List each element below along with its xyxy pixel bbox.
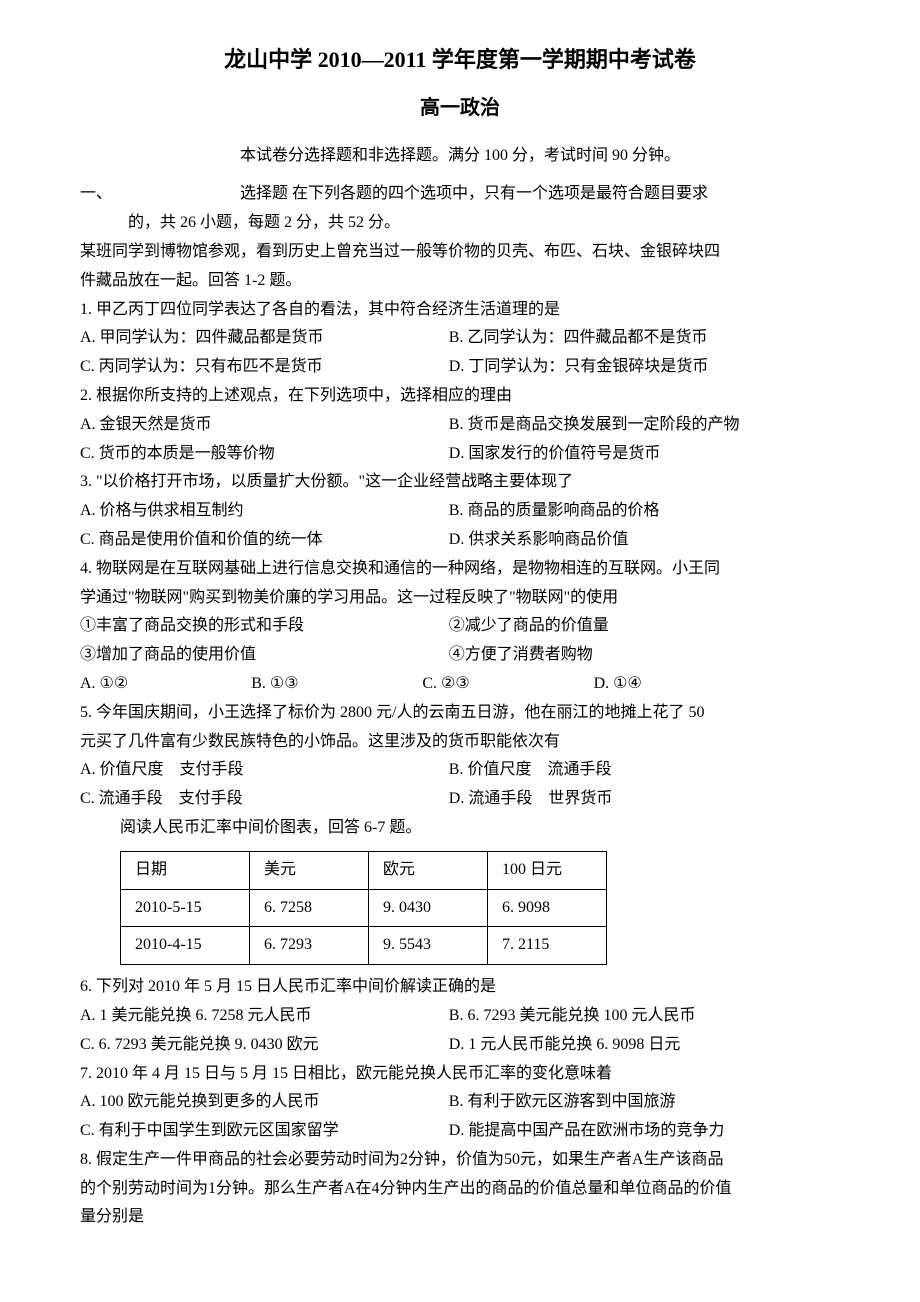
table-cell: 9. 5543 [369, 927, 488, 965]
question-4-stem-1: 4. 物联网是在互联网基础上进行信息交换和通信的一种网络，是物物相连的互联网。小… [80, 555, 840, 584]
table-intro: 阅读人民币汇率中间价图表，回答 6-7 题。 [80, 814, 840, 843]
question-2-options-row-2: C. 货币的本质是一般等价物 D. 国家发行的价值符号是货币 [80, 440, 840, 469]
q5-option-d: D. 流通手段 世界货币 [449, 785, 814, 814]
q4-option-c: C. ②③ [422, 670, 589, 699]
passage-1-line-2: 件藏品放在一起。回答 1-2 题。 [80, 267, 840, 296]
exchange-rate-table: 日期 美元 欧元 100 日元 2010-5-15 6. 7258 9. 043… [120, 851, 607, 965]
question-2-stem: 2. 根据你所支持的上述观点，在下列选项中，选择相应的理由 [80, 382, 840, 411]
q1-option-b: B. 乙同学认为：四件藏品都不是货币 [449, 324, 814, 353]
q7-option-c: C. 有利于中国学生到欧元区国家留学 [80, 1117, 445, 1146]
table-cell: 2010-5-15 [121, 889, 250, 927]
page-title: 龙山中学 2010—2011 学年度第一学期期中考试卷 [80, 40, 840, 80]
section-1-text-cont: 的，共 26 小题，每题 2 分，共 52 分。 [80, 209, 840, 238]
question-2-options-row-1: A. 金银天然是货币 B. 货币是商品交换发展到一定阶段的产物 [80, 411, 840, 440]
question-4-options: A. ①② B. ①③ C. ②③ D. ①④ [80, 670, 840, 699]
section-1-text: 选择题 在下列各题的四个选项中，只有一个选项是最符合题目要求 [240, 185, 708, 202]
question-5-stem-1: 5. 今年国庆期间，小王选择了标价为 2800 元/人的云南五日游，他在丽江的地… [80, 699, 840, 728]
question-8-stem-1: 8. 假定生产一件甲商品的社会必要劳动时间为2分钟，价值为50元，如果生产者A生… [80, 1146, 840, 1175]
question-1-options-row-1: A. 甲同学认为：四件藏品都是货币 B. 乙同学认为：四件藏品都不是货币 [80, 324, 840, 353]
q2-option-b: B. 货币是商品交换发展到一定阶段的产物 [449, 411, 814, 440]
question-7-stem: 7. 2010 年 4 月 15 日与 5 月 15 日相比，欧元能兑换人民币汇… [80, 1060, 840, 1089]
table-header-usd: 美元 [250, 851, 369, 889]
q5-option-b: B. 价值尺度 流通手段 [449, 756, 814, 785]
q1-option-c: C. 丙同学认为：只有布匹不是货币 [80, 353, 445, 382]
q6-option-b: B. 6. 7293 美元能兑换 100 元人民币 [449, 1002, 814, 1031]
question-8-stem-2: 的个别劳动时间为1分钟。那么生产者A在4分钟内生产出的商品的价值总量和单位商品的… [80, 1175, 840, 1204]
section-1-header: 一、 选择题 在下列各题的四个选项中，只有一个选项是最符合题目要求 [80, 180, 840, 209]
q7-option-d: D. 能提高中国产品在欧洲市场的竞争力 [449, 1117, 814, 1146]
table-header-eur: 欧元 [369, 851, 488, 889]
question-6-options-row-1: A. 1 美元能兑换 6. 7258 元人民币 B. 6. 7293 美元能兑换… [80, 1002, 840, 1031]
exam-instruction: 本试卷分选择题和非选择题。满分 100 分，考试时间 90 分钟。 [80, 142, 840, 171]
q3-option-d: D. 供求关系影响商品价值 [449, 526, 814, 555]
q6-option-c: C. 6. 7293 美元能兑换 9. 0430 欧元 [80, 1031, 445, 1060]
q4-item-3: ③增加了商品的使用价值 [80, 641, 445, 670]
q4-option-a: A. ①② [80, 670, 247, 699]
question-3-stem: 3. "以价格打开市场，以质量扩大份额。"这一企业经营战略主要体现了 [80, 468, 840, 497]
q3-option-c: C. 商品是使用价值和价值的统一体 [80, 526, 445, 555]
question-8-stem-3: 量分别是 [80, 1203, 840, 1232]
q3-option-b: B. 商品的质量影响商品的价格 [449, 497, 814, 526]
q7-option-a: A. 100 欧元能兑换到更多的人民币 [80, 1088, 445, 1117]
table-cell: 9. 0430 [369, 889, 488, 927]
exchange-rate-table-wrap: 日期 美元 欧元 100 日元 2010-5-15 6. 7258 9. 043… [80, 851, 840, 965]
question-7-options-row-1: A. 100 欧元能兑换到更多的人民币 B. 有利于欧元区游客到中国旅游 [80, 1088, 840, 1117]
question-5-options-row-2: C. 流通手段 支付手段 D. 流通手段 世界货币 [80, 785, 840, 814]
question-1-stem: 1. 甲乙丙丁四位同学表达了各自的看法，其中符合经济生活道理的是 [80, 296, 840, 325]
q4-option-b: B. ①③ [251, 670, 418, 699]
q2-option-c: C. 货币的本质是一般等价物 [80, 440, 445, 469]
table-cell: 6. 9098 [488, 889, 607, 927]
table-header-date: 日期 [121, 851, 250, 889]
q2-option-a: A. 金银天然是货币 [80, 411, 445, 440]
question-5-options-row-1: A. 价值尺度 支付手段 B. 价值尺度 流通手段 [80, 756, 840, 785]
question-6-stem: 6. 下列对 2010 年 5 月 15 日人民币汇率中间价解读正确的是 [80, 973, 840, 1002]
question-3-options-row-2: C. 商品是使用价值和价值的统一体 D. 供求关系影响商品价值 [80, 526, 840, 555]
q6-option-d: D. 1 元人民币能兑换 6. 9098 日元 [449, 1031, 814, 1060]
question-7-options-row-2: C. 有利于中国学生到欧元区国家留学 D. 能提高中国产品在欧洲市场的竞争力 [80, 1117, 840, 1146]
table-cell: 2010-4-15 [121, 927, 250, 965]
q5-option-a: A. 价值尺度 支付手段 [80, 756, 445, 785]
question-4-items-row-2: ③增加了商品的使用价值 ④方便了消费者购物 [80, 641, 840, 670]
q4-item-1: ①丰富了商品交换的形式和手段 [80, 612, 445, 641]
question-5-stem-2: 元买了几件富有少数民族特色的小饰品。这里涉及的货币职能依次有 [80, 728, 840, 757]
question-4-items-row-1: ①丰富了商品交换的形式和手段 ②减少了商品的价值量 [80, 612, 840, 641]
table-row: 2010-4-15 6. 7293 9. 5543 7. 2115 [121, 927, 607, 965]
q1-option-d: D. 丁同学认为：只有金银碎块是货币 [449, 353, 814, 382]
table-header-jpy: 100 日元 [488, 851, 607, 889]
q4-item-2: ②减少了商品的价值量 [449, 612, 814, 641]
table-cell: 6. 7258 [250, 889, 369, 927]
q3-option-a: A. 价格与供求相互制约 [80, 497, 445, 526]
q7-option-b: B. 有利于欧元区游客到中国旅游 [449, 1088, 814, 1117]
q4-option-d: D. ①④ [594, 670, 761, 699]
section-1-label: 一、 [80, 185, 112, 202]
q4-item-4: ④方便了消费者购物 [449, 641, 814, 670]
passage-1-line-1: 某班同学到博物馆参观，看到历史上曾充当过一般等价物的贝壳、布匹、石块、金银碎块四 [80, 238, 840, 267]
question-4-stem-2: 学通过"物联网"购买到物美价廉的学习用品。这一过程反映了"物联网"的使用 [80, 584, 840, 613]
table-cell: 7. 2115 [488, 927, 607, 965]
q1-option-a: A. 甲同学认为：四件藏品都是货币 [80, 324, 445, 353]
table-cell: 6. 7293 [250, 927, 369, 965]
q2-option-d: D. 国家发行的价值符号是货币 [449, 440, 814, 469]
table-header-row: 日期 美元 欧元 100 日元 [121, 851, 607, 889]
question-3-options-row-1: A. 价格与供求相互制约 B. 商品的质量影响商品的价格 [80, 497, 840, 526]
page-subtitle: 高一政治 [80, 90, 840, 126]
question-1-options-row-2: C. 丙同学认为：只有布匹不是货币 D. 丁同学认为：只有金银碎块是货币 [80, 353, 840, 382]
question-6-options-row-2: C. 6. 7293 美元能兑换 9. 0430 欧元 D. 1 元人民币能兑换… [80, 1031, 840, 1060]
q6-option-a: A. 1 美元能兑换 6. 7258 元人民币 [80, 1002, 445, 1031]
q5-option-c: C. 流通手段 支付手段 [80, 785, 445, 814]
table-row: 2010-5-15 6. 7258 9. 0430 6. 9098 [121, 889, 607, 927]
